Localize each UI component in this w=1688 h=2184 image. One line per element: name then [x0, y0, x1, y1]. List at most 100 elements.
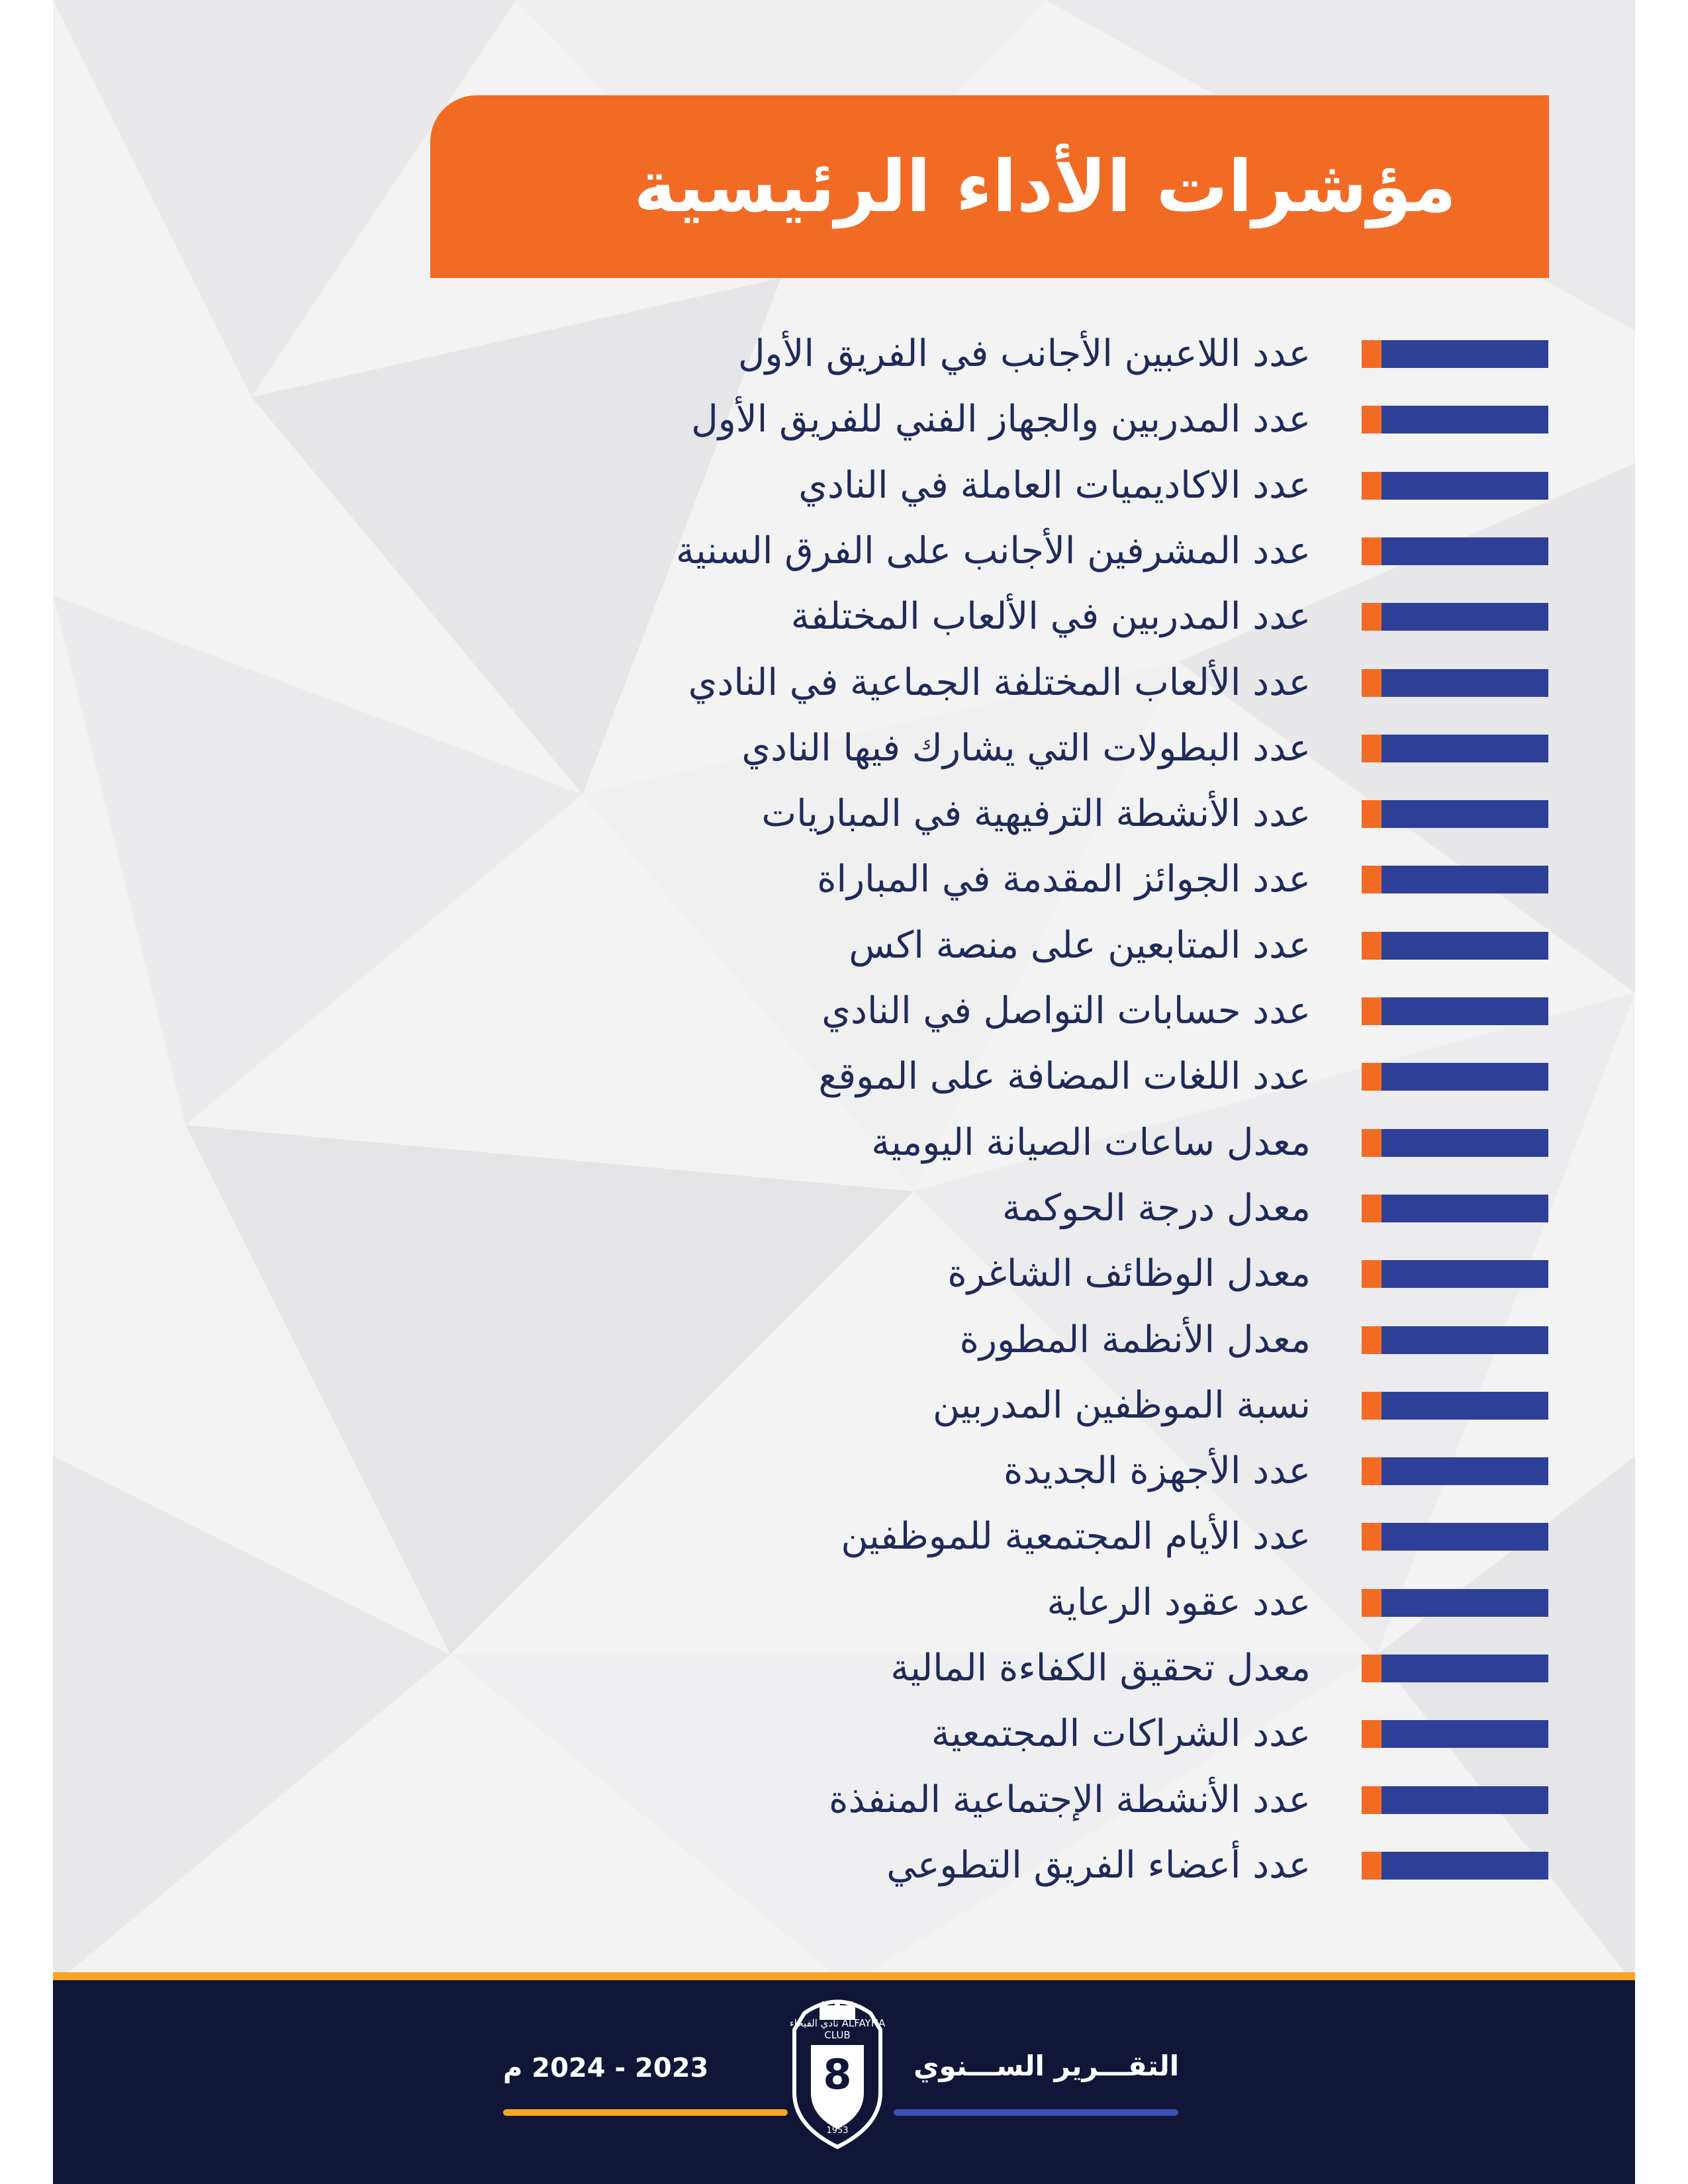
kpi-bullet-marker: [1362, 800, 1548, 828]
marker-blue-segment: [1382, 472, 1548, 500]
kpi-bullet-marker: [1362, 1392, 1548, 1420]
kpi-bullet-marker: [1362, 669, 1548, 697]
marker-orange-segment: [1362, 1786, 1382, 1814]
kpi-item: نسبة الموظفين المدربين: [53, 1376, 1635, 1435]
kpi-item: معدل الوظائف الشاغرة: [53, 1244, 1635, 1304]
marker-orange-segment: [1362, 1129, 1382, 1157]
kpi-label: عدد اللاعبين الأجانب في الفريق الأول: [737, 332, 1311, 375]
marker-blue-segment: [1382, 1195, 1548, 1222]
marker-orange-segment: [1362, 866, 1382, 893]
kpi-item: عدد الشراكات المجتمعية: [53, 1704, 1635, 1764]
marker-orange-segment: [1362, 932, 1382, 960]
footer-underline-blue: [894, 2109, 1178, 2116]
kpi-item: عدد المشرفين الأجانب على الفرق السنية: [53, 522, 1635, 581]
marker-orange-segment: [1362, 1655, 1382, 1682]
page-title: مؤشرات الأداء الرئيسية: [633, 145, 1456, 228]
title-banner: مؤشرات الأداء الرئيسية: [430, 95, 1549, 278]
kpi-label: عدد الألعاب المختلفة الجماعية في النادي: [688, 661, 1311, 704]
report-label: التقـــرير الســـنوي: [914, 2050, 1180, 2082]
kpi-item: عدد الأنشطة الإجتماعية المنفذة: [53, 1770, 1635, 1830]
marker-blue-segment: [1382, 997, 1548, 1025]
kpi-label: معدل ساعات الصيانة اليومية: [871, 1121, 1311, 1164]
kpi-item: عدد أعضاء الفريق التطوعي: [53, 1836, 1635, 1895]
kpi-label: عدد الأنشطة الترفيهية في المباريات: [761, 792, 1311, 835]
kpi-label: عدد حسابات التواصل في النادي: [821, 989, 1311, 1032]
marker-orange-segment: [1362, 1063, 1382, 1091]
kpi-label: معدل الوظائف الشاغرة: [947, 1252, 1311, 1295]
kpi-label: عدد الشراكات المجتمعية: [931, 1712, 1311, 1755]
kpi-label: عدد الجوائز المقدمة في المباراة: [817, 858, 1311, 901]
kpi-bullet-marker: [1362, 472, 1548, 500]
marker-orange-segment: [1362, 1589, 1382, 1617]
marker-blue-segment: [1382, 669, 1548, 697]
marker-orange-segment: [1362, 406, 1382, 433]
kpi-label: معدل تحقيق الكفاءة المالية: [890, 1647, 1311, 1690]
kpi-bullet-marker: [1362, 866, 1548, 893]
kpi-label: عدد المتابعين على منصة اكس: [849, 924, 1311, 967]
kpi-label: عدد الاكاديميات العاملة في النادي: [798, 464, 1311, 507]
kpi-item: عدد الألعاب المختلفة الجماعية في النادي: [53, 653, 1635, 713]
kpi-bullet-marker: [1362, 735, 1548, 762]
kpi-label: عدد أعضاء الفريق التطوعي: [886, 1844, 1311, 1887]
marker-blue-segment: [1382, 1589, 1548, 1617]
kpi-item: عدد الجوائز المقدمة في المباراة: [53, 850, 1635, 909]
marker-orange-segment: [1362, 537, 1382, 565]
marker-blue-segment: [1382, 1260, 1548, 1288]
kpi-label: عدد اللغات المضافة على الموقع: [818, 1055, 1311, 1098]
marker-orange-segment: [1362, 472, 1382, 500]
marker-orange-segment: [1362, 1457, 1382, 1485]
kpi-label: عدد المشرفين الأجانب على الفرق السنية: [676, 529, 1311, 572]
marker-blue-segment: [1382, 932, 1548, 960]
kpi-item: عدد حسابات التواصل في النادي: [53, 981, 1635, 1041]
marker-orange-segment: [1362, 1852, 1382, 1880]
footer-underline-orange: [503, 2109, 788, 2116]
kpi-bullet-marker: [1362, 340, 1548, 368]
marker-blue-segment: [1382, 1063, 1548, 1091]
kpi-item: عدد الأجهزة الجديدة: [53, 1441, 1635, 1501]
marker-blue-segment: [1382, 1720, 1548, 1748]
marker-blue-segment: [1382, 340, 1548, 368]
marker-orange-segment: [1362, 1523, 1382, 1551]
kpi-item: عدد اللغات المضافة على الموقع: [53, 1047, 1635, 1107]
marker-orange-segment: [1362, 669, 1382, 697]
kpi-bullet-marker: [1362, 1063, 1548, 1091]
marker-blue-segment: [1382, 1392, 1548, 1420]
marker-blue-segment: [1382, 603, 1548, 631]
kpi-bullet-marker: [1362, 932, 1548, 960]
kpi-bullet-marker: [1362, 406, 1548, 433]
marker-orange-segment: [1362, 997, 1382, 1025]
marker-orange-segment: [1362, 735, 1382, 762]
kpi-bullet-marker: [1362, 537, 1548, 565]
marker-blue-segment: [1382, 1129, 1548, 1157]
marker-blue-segment: [1382, 1655, 1548, 1682]
page: مؤشرات الأداء الرئيسية عدد اللاعبين الأج…: [53, 0, 1635, 2184]
kpi-item: معدل الأنظمة المطورة: [53, 1310, 1635, 1370]
kpi-bullet-marker: [1362, 1326, 1548, 1354]
kpi-label: نسبة الموظفين المدربين: [933, 1384, 1311, 1427]
kpi-item: عدد الاكاديميات العاملة في النادي: [53, 456, 1635, 516]
marker-blue-segment: [1382, 1326, 1548, 1354]
shield-icon: [792, 1999, 882, 2150]
marker-blue-segment: [1382, 735, 1548, 762]
kpi-label: عدد الأنشطة الإجتماعية المنفذة: [829, 1778, 1311, 1821]
marker-orange-segment: [1362, 1720, 1382, 1748]
kpi-bullet-marker: [1362, 997, 1548, 1025]
marker-orange-segment: [1362, 800, 1382, 828]
kpi-item: عدد المدربين والجهاز الفني للفريق الأول: [53, 390, 1635, 449]
marker-blue-segment: [1382, 866, 1548, 893]
logo-number: 8: [823, 2050, 852, 2099]
kpi-item: عدد البطولات التي يشارك فيها النادي: [53, 719, 1635, 778]
kpi-item: معدل ساعات الصيانة اليومية: [53, 1113, 1635, 1173]
kpi-label: عدد عقود الرعاية: [1047, 1581, 1311, 1624]
kpi-bullet-marker: [1362, 1129, 1548, 1157]
kpi-item: عدد الأنشطة الترفيهية في المباريات: [53, 784, 1635, 844]
kpi-label: عدد الأجهزة الجديدة: [1004, 1449, 1311, 1492]
marker-blue-segment: [1382, 1457, 1548, 1485]
marker-orange-segment: [1362, 1392, 1382, 1420]
marker-blue-segment: [1382, 406, 1548, 433]
logo-ring-text: نادي الفيحاء ALFAYHA CLUB: [789, 2017, 886, 2041]
marker-orange-segment: [1362, 1260, 1382, 1288]
kpi-bullet-marker: [1362, 1457, 1548, 1485]
kpi-item: عدد عقود الرعاية: [53, 1573, 1635, 1633]
marker-blue-segment: [1382, 1852, 1548, 1880]
